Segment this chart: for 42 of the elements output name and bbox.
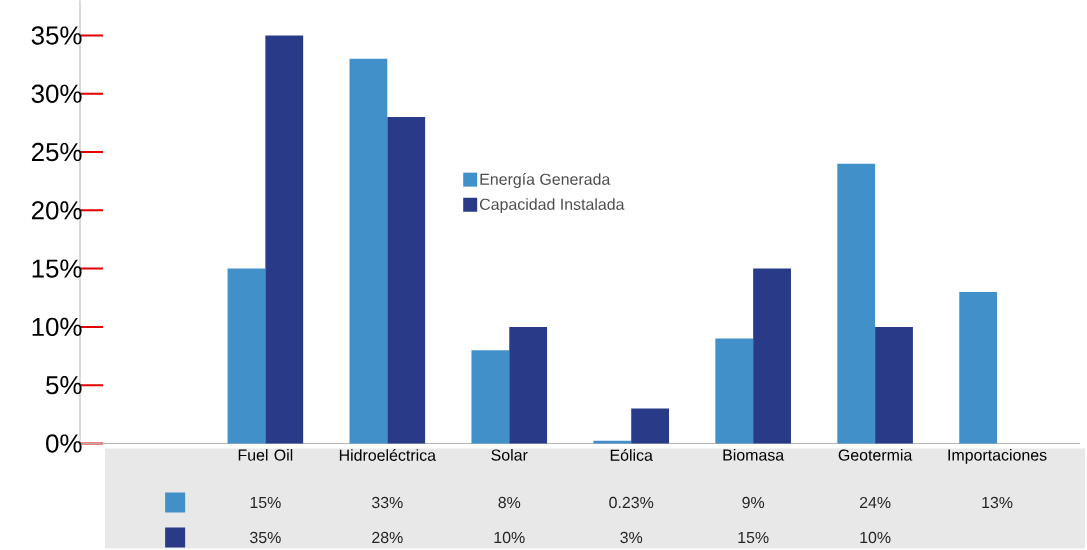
data-label: 10% bbox=[494, 531, 525, 543]
data-label: 28% bbox=[372, 531, 403, 543]
bar bbox=[715, 338, 754, 444]
bar bbox=[959, 291, 998, 444]
data-label: 15% bbox=[738, 531, 769, 543]
legend-label: Energía Generada bbox=[480, 172, 611, 188]
data-label: 24% bbox=[859, 496, 891, 508]
y-tick-label: 20% bbox=[31, 200, 82, 220]
bar bbox=[349, 58, 388, 444]
y-tick-label: 0% bbox=[46, 434, 82, 453]
data-label: 10% bbox=[860, 531, 891, 543]
x-tick-label: Eólica bbox=[610, 448, 653, 461]
data-label: 9% bbox=[742, 496, 765, 508]
data-label: 0.23% bbox=[609, 496, 654, 508]
x-tick-label: Importaciones bbox=[948, 448, 1047, 464]
data-label: 35% bbox=[250, 531, 281, 543]
bar bbox=[631, 408, 670, 444]
bar bbox=[265, 35, 304, 444]
data-label: 33% bbox=[371, 496, 403, 508]
data-label: 3% bbox=[620, 531, 643, 543]
y-tick-label: 35% bbox=[31, 26, 82, 45]
data-label: 8% bbox=[498, 496, 521, 508]
bar bbox=[387, 116, 426, 444]
x-tick-label: Fuel Oil bbox=[238, 448, 293, 461]
y-tick-label: 5% bbox=[46, 375, 82, 395]
bar bbox=[227, 268, 266, 444]
x-tick-label: Solar bbox=[491, 448, 528, 461]
y-tick-label: 30% bbox=[31, 84, 82, 103]
x-tick-label: Hidroeléctrica bbox=[339, 448, 437, 461]
data-label: 15% bbox=[250, 496, 281, 508]
bar bbox=[471, 349, 510, 444]
y-tick-label: 25% bbox=[31, 142, 82, 161]
bar bbox=[837, 163, 876, 444]
legend-label: Capacidad Instalada bbox=[480, 198, 625, 213]
bar bbox=[509, 326, 548, 444]
x-tick-label: Biomasa bbox=[723, 448, 785, 461]
y-tick-label: 10% bbox=[32, 317, 82, 336]
data-label: 13% bbox=[982, 496, 1013, 508]
x-tick-label: Geotermia bbox=[838, 448, 913, 461]
bar bbox=[875, 326, 913, 444]
bar bbox=[753, 268, 791, 444]
y-tick-label: 15% bbox=[32, 259, 82, 278]
